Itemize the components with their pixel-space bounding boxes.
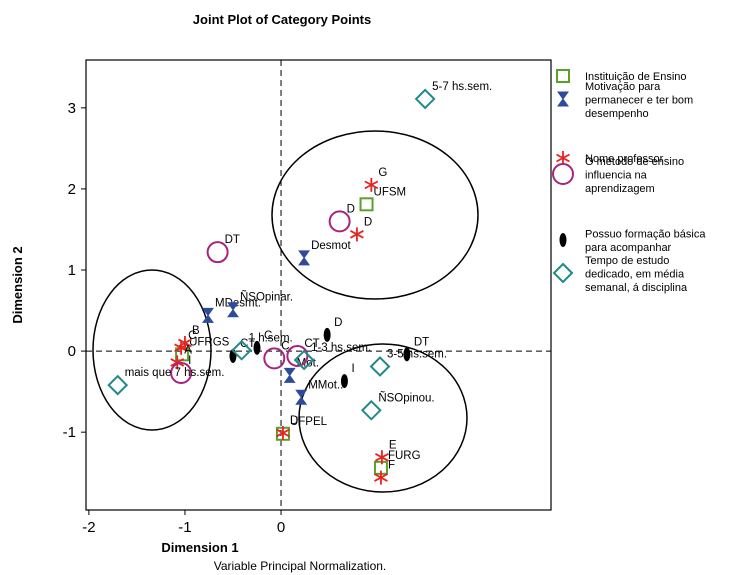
point-label: D [334,317,342,329]
point [350,227,364,242]
x-tick-label: 0 [277,519,285,536]
point [283,367,296,383]
point-label: CT [240,338,255,350]
point-label: F [388,460,395,472]
point [414,88,436,110]
point-label: I [188,355,191,367]
legend-marker [552,163,574,185]
legend-label: Instituição de Ensino [585,71,687,83]
legend-marker [556,69,570,83]
legend-label: Motivação para permanecer e ter bom dese… [585,81,696,120]
legend-marker [552,262,574,284]
point [170,361,193,384]
point [364,177,379,192]
point [328,210,351,233]
group-ellipse [92,269,212,431]
y-axis-label: Dimension 2 [10,246,25,323]
point-label: DT [225,234,240,246]
y-tick-label: 1 [68,262,76,279]
x-axis-label: Dimension 1 [161,540,238,555]
point [107,374,129,396]
point-label: UFPEL [290,416,328,428]
point [253,340,261,355]
point-label: 3-5 hs.sem. [387,348,447,360]
point [276,425,290,440]
point-label: UFSM [374,186,407,198]
y-tick-label: 3 [68,100,76,117]
group-ellipse [271,130,479,300]
point [206,241,229,264]
point [170,355,185,370]
point-label: DT [414,336,429,348]
footnote: Variable Principal Normalization. [214,559,387,573]
legend-marker [556,151,570,165]
point [340,374,348,389]
point-label: I [351,363,354,375]
point-label: ÑSOpinou. [378,391,434,404]
point-label: MMot.. [308,379,343,391]
point-label: D [347,203,355,215]
point [323,327,331,342]
point [227,302,239,318]
point [202,307,214,323]
point-label: E [389,439,397,451]
legend-marker [557,91,569,107]
y-tick-label: 2 [68,181,76,198]
point-label: B [192,325,200,337]
point-label: CT [304,338,319,350]
legend-label: Tempo de estudo dedicado, em média seman… [585,255,688,294]
point-label: 1-3 hs.sem. [311,342,371,354]
legend-label: Nome professor [585,153,664,165]
plot-frame [85,59,552,511]
point [295,389,308,405]
point-label: C [188,330,196,342]
point [369,356,391,377]
point [286,344,309,367]
point-label: D [364,216,372,228]
x-tick-label: -2 [82,519,95,536]
point [174,340,189,355]
point [231,339,253,361]
point [263,347,286,370]
y-tick-label: 0 [68,343,76,360]
point-label: 1 h.sem. [249,332,293,344]
group-ellipse [298,343,468,493]
point [374,450,389,465]
point-label: D [290,415,298,427]
legend-label: O método de ensino influencia na aprendi… [585,156,687,195]
point-label: mais que 7 hs.sem. [125,367,225,379]
point [374,470,388,485]
y-tick-label: -1 [63,424,76,441]
point [359,197,374,212]
legend-label: Possuo formação básica para acompanhar [585,229,709,255]
legend-marker [559,233,567,247]
point-label: FURG [388,450,421,462]
point-label: C [264,330,272,342]
chart-title: Joint Plot of Category Points [193,12,371,27]
point [293,349,315,371]
point-label: G [378,167,387,179]
point-label: 5-7 hs.sem. [432,81,492,93]
point-label: UFRGS [189,336,230,348]
point [403,347,411,362]
point-label: ÑSOpinar. [240,291,293,304]
point [360,399,382,421]
point-label: A [184,344,192,356]
point [298,250,311,266]
x-tick-label: -1 [178,519,191,536]
point-label: Desmot [311,240,351,252]
point-label: C [281,340,289,352]
